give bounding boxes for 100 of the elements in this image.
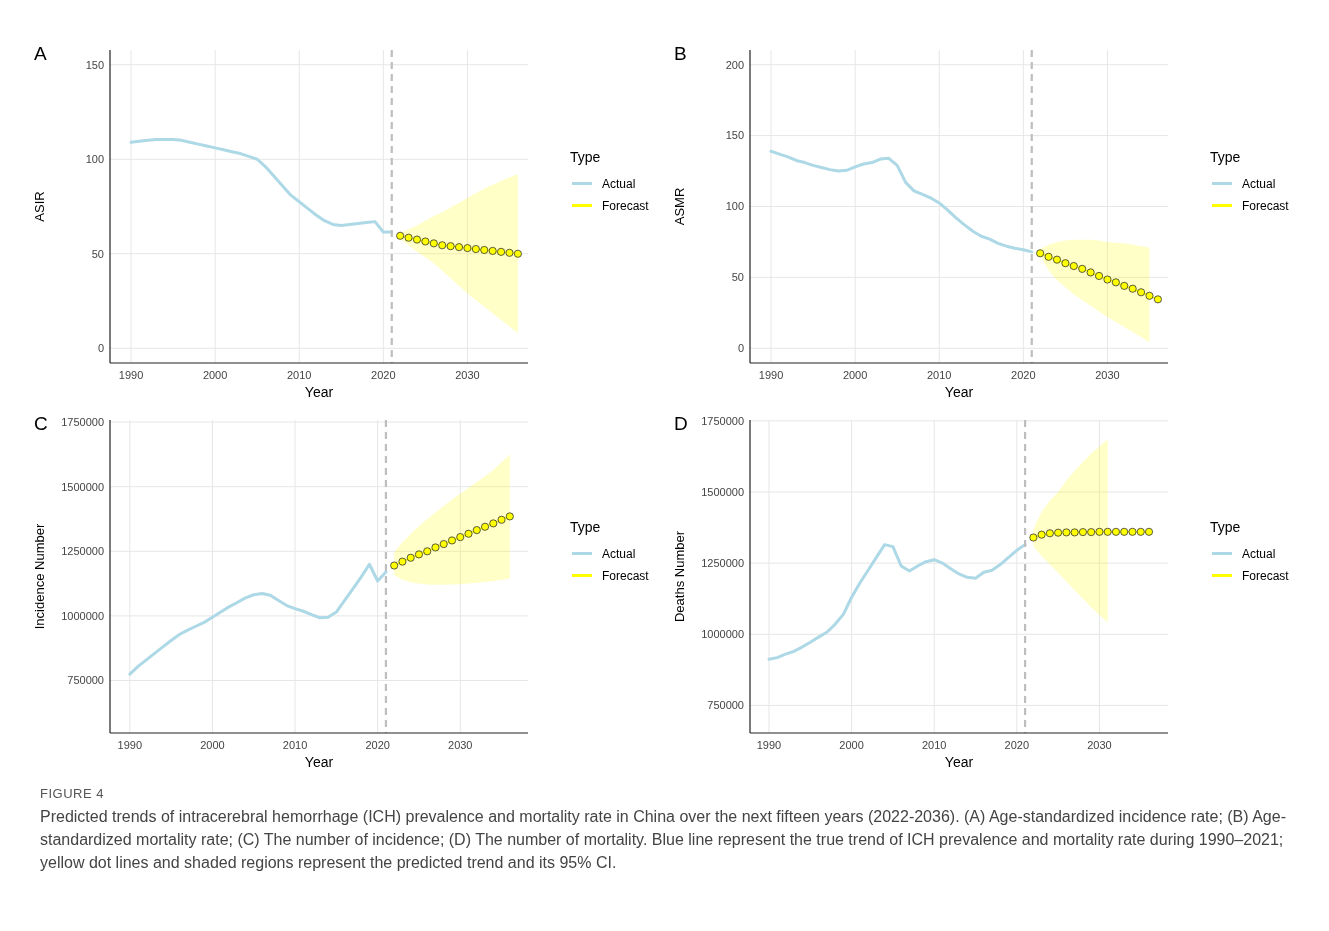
legend-title: Type	[1210, 518, 1241, 535]
x-tick-label: 2020	[1011, 369, 1036, 381]
point	[438, 241, 447, 250]
x-tick-label: 2010	[282, 739, 308, 751]
legend-label: Forecast	[602, 568, 650, 583]
point	[429, 239, 438, 248]
point	[406, 553, 415, 562]
y-tick-label: 1750000	[701, 414, 744, 427]
point	[497, 247, 506, 256]
point	[414, 550, 423, 559]
point	[1036, 249, 1045, 258]
y-tick-label: 0	[737, 342, 744, 355]
y-tick-label: 1500000	[701, 485, 744, 498]
point	[471, 245, 480, 254]
y-tick-label: 100	[85, 153, 104, 166]
x-tick-label: 1990	[756, 739, 782, 751]
x-tick-label: 2010	[286, 369, 312, 381]
y-tick-label: 1750000	[61, 415, 104, 428]
point	[1111, 278, 1120, 287]
legend-label: Forecast	[602, 198, 650, 213]
y-tick-label: 200	[725, 58, 744, 71]
point	[1044, 252, 1053, 261]
legend-label: Actual	[1242, 546, 1276, 561]
x-tick-label: 2030	[448, 739, 473, 751]
point	[480, 245, 489, 254]
point	[1137, 288, 1146, 297]
y-tick-label: 100	[725, 200, 744, 213]
point	[513, 249, 522, 258]
line-series	[769, 149, 1034, 254]
x-axis-title: Year	[304, 754, 334, 770]
chart-title: B	[674, 43, 687, 64]
x-axis-title: Year	[304, 384, 334, 400]
caption: FIGURE 4	[40, 786, 105, 801]
y-axis-title: Deaths Number	[672, 530, 687, 623]
point	[505, 512, 514, 521]
point	[1128, 284, 1137, 293]
legend-title: Type	[1210, 148, 1241, 165]
point	[439, 540, 448, 549]
point	[1145, 291, 1154, 300]
point	[404, 233, 413, 242]
point	[398, 557, 407, 566]
legend-title: Type	[570, 148, 601, 165]
y-tick-label: 150	[85, 58, 104, 71]
chart-title: A	[34, 43, 47, 64]
point	[497, 515, 506, 524]
y-tick-label: 1000000	[61, 609, 104, 622]
legend-label: Actual	[602, 546, 636, 561]
point	[1103, 275, 1112, 284]
y-tick-label: 150	[725, 129, 744, 142]
point	[455, 243, 464, 252]
x-tick-label: 2030	[455, 369, 480, 381]
y-tick-label: 0	[97, 342, 104, 355]
line-series	[767, 543, 1027, 661]
y-axis-title: ASIR	[32, 191, 47, 222]
point	[1069, 262, 1078, 271]
point	[472, 526, 481, 535]
point	[1095, 271, 1104, 280]
point	[1153, 295, 1162, 304]
legend-label: Actual	[602, 176, 636, 191]
y-tick-label: 1250000	[701, 556, 744, 569]
x-tick-label: 2000	[202, 369, 228, 381]
y-tick-label: 1500000	[61, 480, 104, 493]
x-axis-title: Year	[944, 754, 974, 770]
point	[1078, 264, 1087, 273]
y-tick-label: 750000	[67, 674, 104, 687]
legend-label: Actual	[1242, 176, 1276, 191]
y-axis-title: Incidence Number	[32, 523, 47, 630]
chart-title: D	[674, 413, 688, 434]
x-tick-label: 2030	[1095, 369, 1120, 381]
point	[488, 246, 497, 255]
x-tick-label: 2020	[371, 369, 396, 381]
point	[1052, 255, 1061, 264]
x-tick-label: 2030	[1087, 739, 1112, 751]
point	[421, 237, 430, 246]
point	[463, 244, 472, 253]
y-tick-label: 1000000	[701, 628, 744, 641]
x-tick-label: 1990	[758, 369, 784, 381]
chart-title: C	[34, 413, 48, 434]
point	[390, 561, 399, 570]
point	[446, 242, 455, 251]
text: Predicted trends of intracerebral hemorrhage (ICH) prevalence and mortality rate in China over the next fifteen years (2022-2036). (A) Age-standardized incidence rate; (B) Age-standardized mortality rate; (C) The number of incidence; (D) The number of mortality. Blue line represent the true trend of ICH prevalence and mortality rate during 1990–2021; yellow dot lines and shaded regions represent the predicted trend and its 95% CI.	[40, 807, 1287, 873]
x-tick-label: 2000	[842, 369, 868, 381]
point	[448, 536, 456, 545]
point	[489, 519, 498, 528]
y-tick-label: 1250000	[61, 545, 104, 558]
x-tick-label: 2010	[921, 739, 947, 751]
y-tick-label: 750000	[707, 699, 744, 712]
x-tick-label: 2000	[200, 739, 225, 751]
legend-title: Type	[570, 518, 601, 535]
x-tick-label: 1990	[118, 369, 144, 381]
x-tick-label: 2020	[1004, 739, 1030, 751]
point	[431, 543, 440, 552]
x-tick-label: 2020	[365, 739, 390, 751]
legend-label: Forecast	[1242, 568, 1290, 583]
point	[412, 235, 421, 244]
x-axis-title: Year	[944, 384, 974, 400]
point	[1061, 259, 1070, 268]
point	[464, 529, 473, 538]
point	[1120, 281, 1129, 290]
x-tick-label: 1990	[117, 739, 143, 751]
